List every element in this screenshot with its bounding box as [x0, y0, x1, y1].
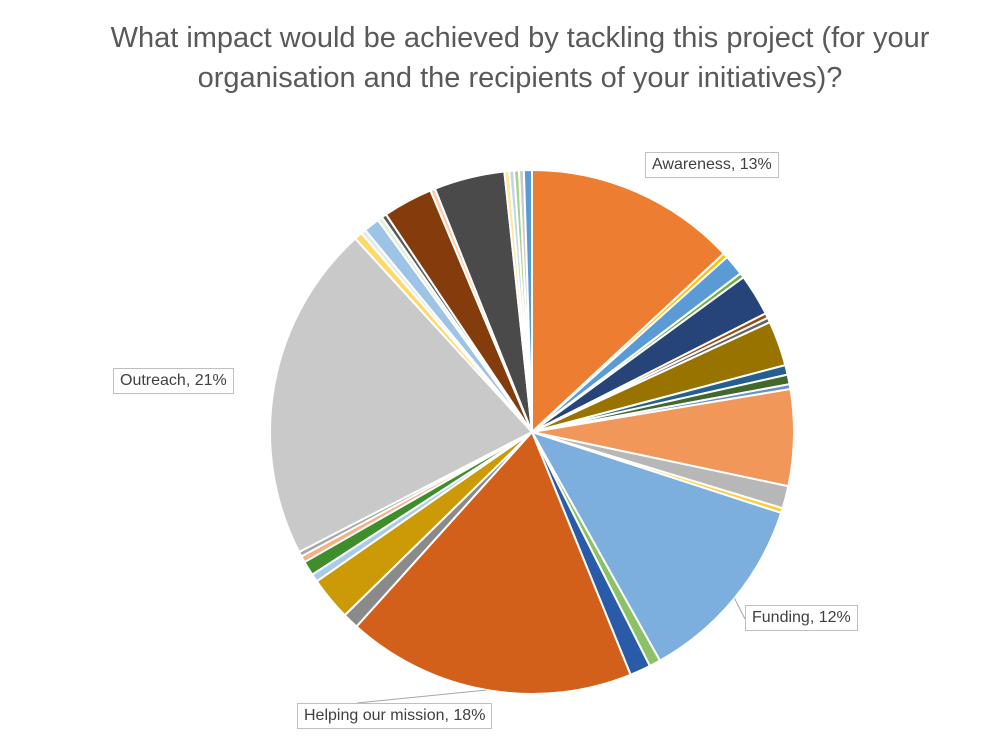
pie-slice-0 [531, 168, 726, 435]
pie-slice-24 [269, 237, 534, 554]
chart-title-line-1: What impact would be achieved by tacklin… [110, 22, 930, 54]
pie-slice-14 [529, 430, 783, 663]
leader-line-2 [356, 689, 487, 704]
chart-title-line-2: organisation and the recipients of your … [197, 62, 843, 94]
chart-title: What impact would be achieved by tacklin… [40, 18, 1000, 98]
leader-line-1 [734, 598, 746, 620]
pie-slices [269, 168, 795, 695]
pie-slice-37 [522, 168, 533, 433]
data-label-1: Funding, 12% [745, 605, 858, 631]
data-label-2: Helping our mission, 18% [297, 703, 493, 729]
label-leader-lines [356, 598, 746, 704]
data-label-3: Outreach, 21% [113, 368, 234, 394]
data-label-0: Awareness, 13% [645, 152, 779, 178]
